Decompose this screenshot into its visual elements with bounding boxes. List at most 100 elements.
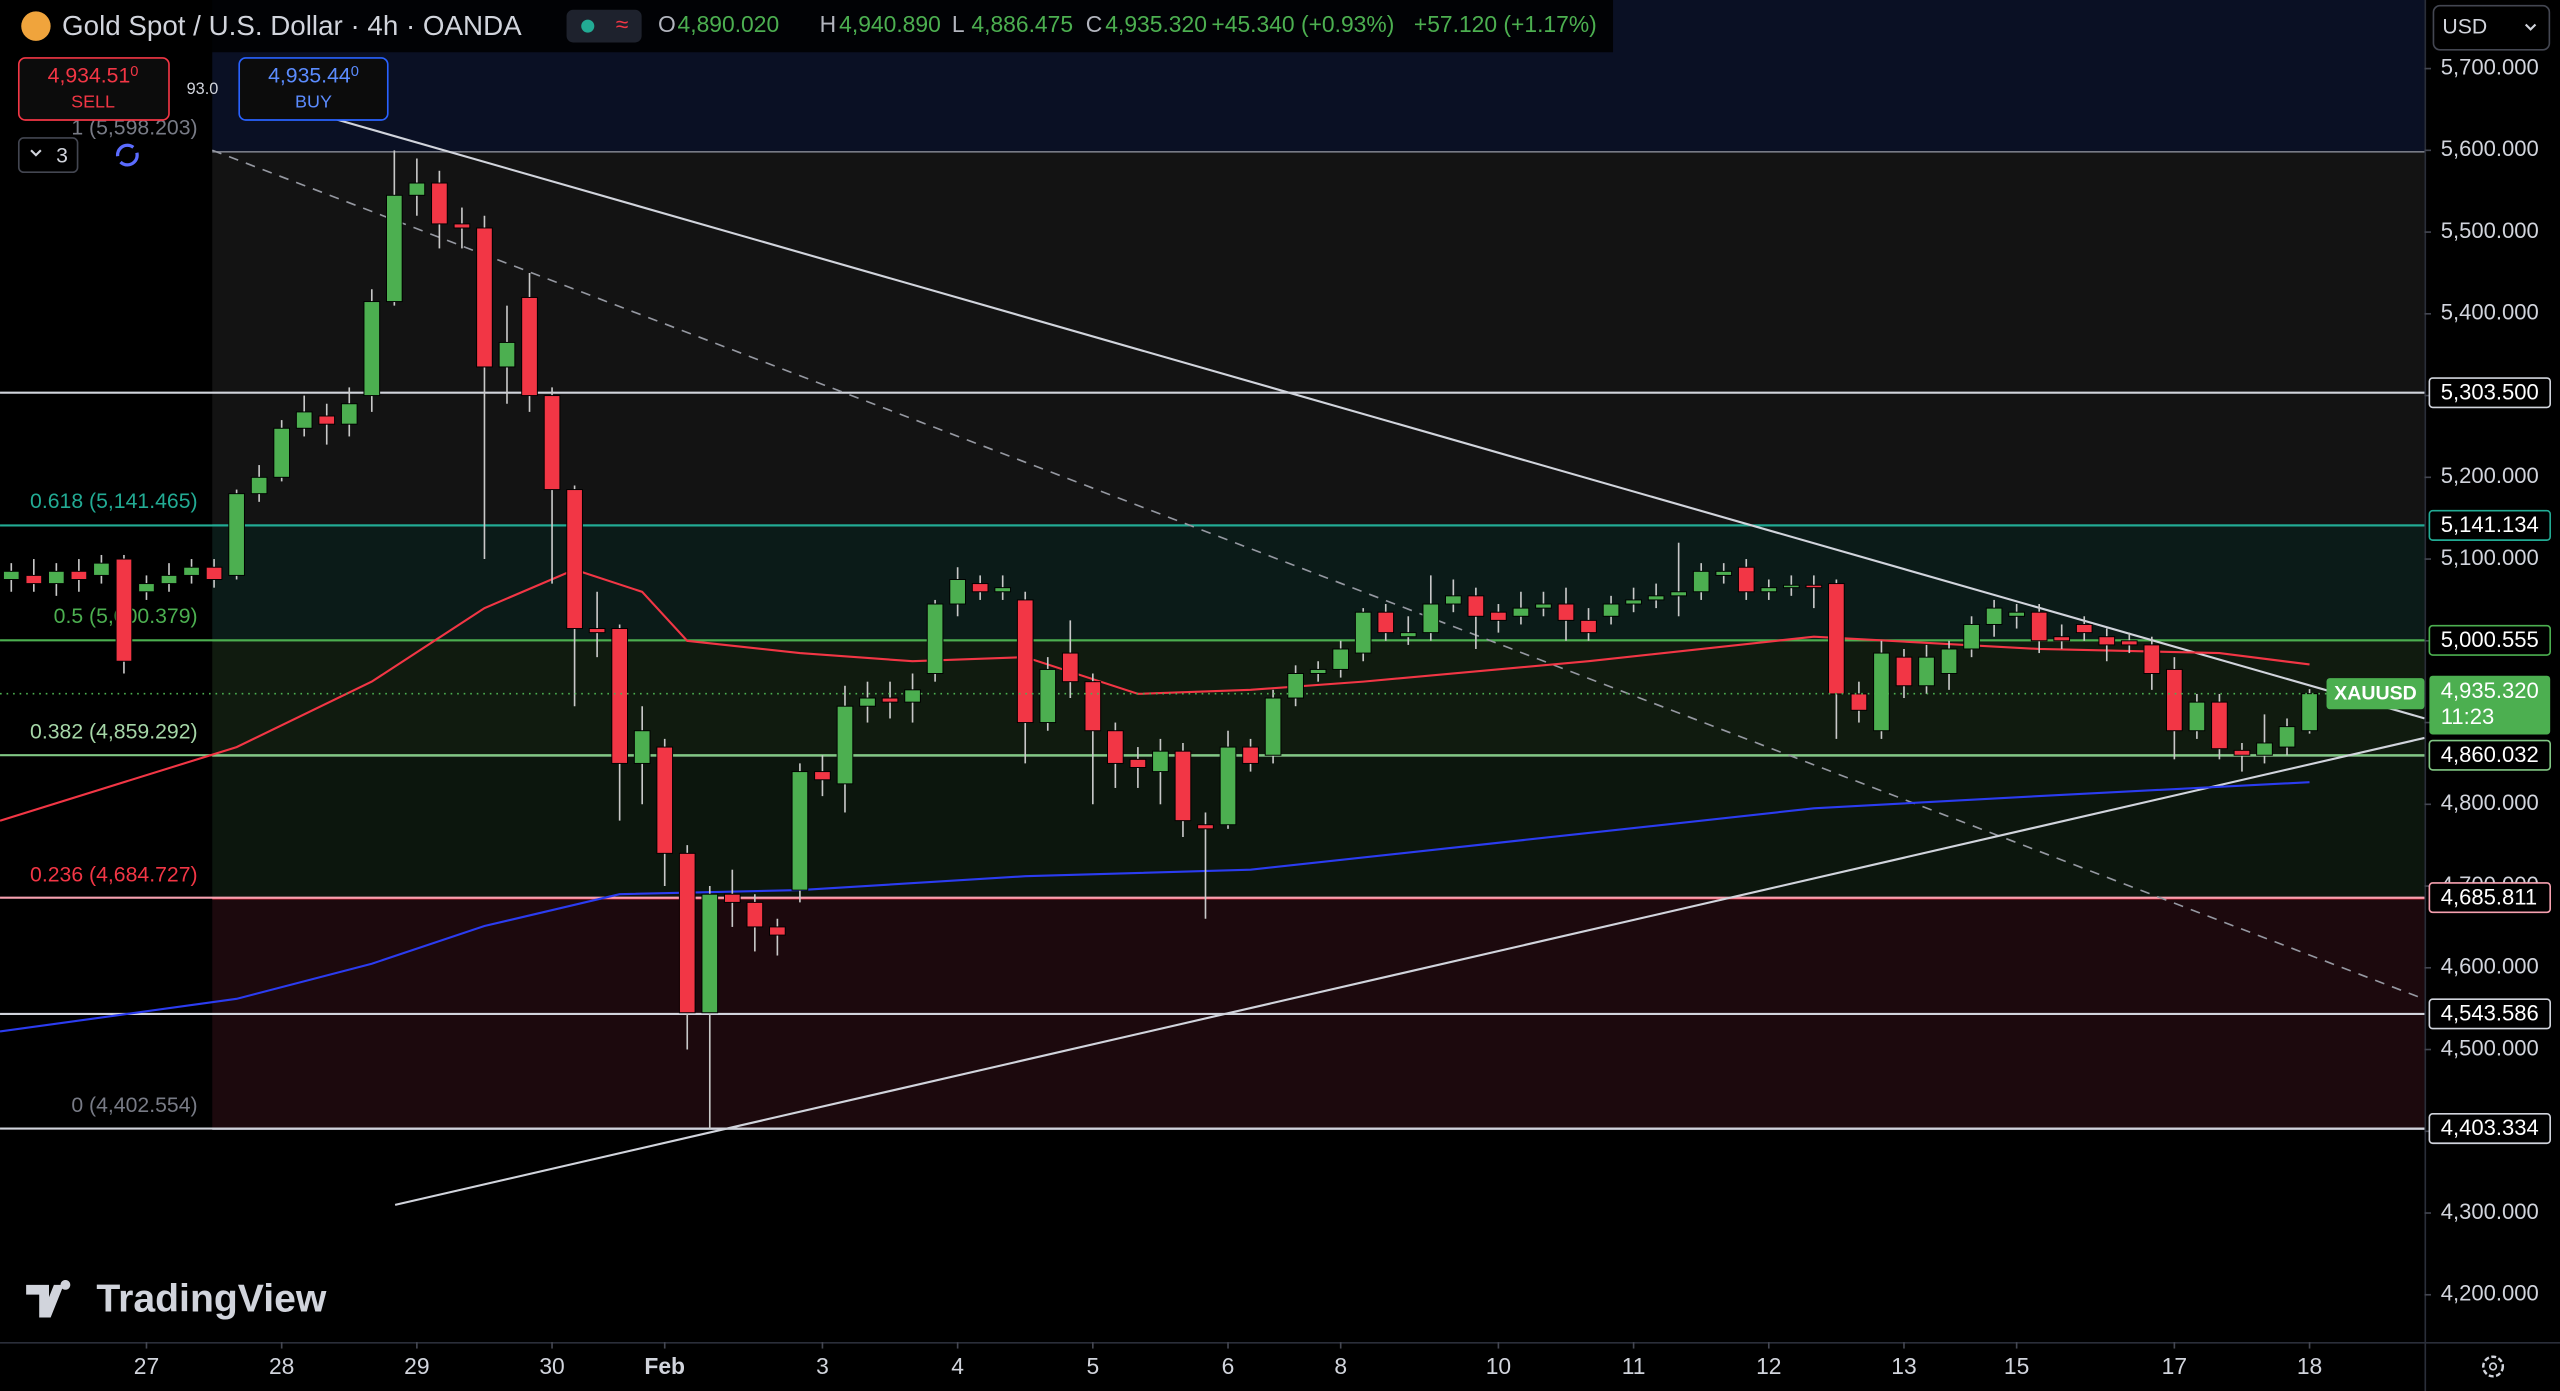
candle: [1715, 563, 1733, 584]
candle-body: [48, 570, 65, 585]
symbol-title: Gold Spot / U.S. Dollar · 4h · OANDA: [62, 10, 522, 41]
y-tick-label: 4,500.000: [2441, 1035, 2539, 1060]
sell-button[interactable]: 4,934.510 SELL: [17, 57, 170, 121]
candle: [2278, 718, 2296, 756]
sync-icon[interactable]: [115, 143, 139, 167]
fib-label: 0 (4,402.554): [71, 1094, 197, 1117]
change-ext: +57.120 (+1.17%): [1414, 11, 1597, 37]
candle-body: [1354, 611, 1372, 654]
candle: [93, 554, 110, 584]
buy-button[interactable]: 4,935.440 BUY: [238, 57, 389, 121]
ohlc-value: 4,935.320: [1105, 11, 1207, 37]
sell-price-sup: 0: [130, 64, 138, 80]
candle: [1940, 640, 1958, 690]
candle: [1174, 742, 1192, 837]
candle: [1084, 673, 1102, 805]
candle-body: [1512, 607, 1530, 617]
candle: [1895, 648, 1913, 699]
candle: [746, 894, 764, 952]
candle-body: [1715, 570, 1733, 576]
buy-box: [238, 57, 389, 121]
candle-body: [2120, 640, 2138, 646]
candle: [926, 599, 944, 682]
watermark-text: TradingView: [96, 1278, 327, 1321]
y-tick-label: 5,600.000: [2441, 136, 2539, 161]
candle: [814, 755, 831, 797]
candle-body: [1287, 673, 1304, 699]
candle-body: [2098, 636, 2116, 646]
candle-body: [791, 771, 809, 891]
price-axis: 4,200.0004,300.0004,400.0004,500.0004,60…: [2424, 54, 2552, 1306]
candle: [1490, 604, 1507, 633]
level-tag: [2428, 998, 2552, 1030]
market-status: [581, 19, 595, 33]
sell-label: SELL: [71, 92, 115, 112]
x-tick-label: 30: [539, 1353, 564, 1379]
candle: [2075, 616, 2093, 641]
x-tick-label: 15: [2004, 1353, 2029, 1379]
candle-body: [1895, 656, 1913, 687]
candle: [701, 886, 719, 1129]
candle: [1850, 681, 1868, 723]
candle: [1625, 587, 1642, 613]
candle-body: [1264, 697, 1282, 756]
fib-label: 0.618 (5,141.465): [30, 490, 198, 513]
candle-body: [1625, 599, 1642, 605]
level-tag-text: 5,303.500: [2441, 379, 2539, 404]
candle: [521, 272, 538, 412]
candle: [295, 395, 313, 437]
x-tick-label: 13: [1891, 1353, 1916, 1379]
candle: [633, 706, 651, 805]
candle-body: [949, 579, 966, 605]
candle-body: [994, 587, 1012, 593]
candle: [949, 567, 966, 617]
overlay: XAUUSD: [0, 678, 2425, 710]
candle: [1264, 689, 1282, 764]
candle-body: [1692, 570, 1710, 593]
x-tick-label: 8: [1334, 1353, 1347, 1379]
candle: [2008, 604, 2025, 629]
symbol-icon: [21, 11, 51, 41]
level-tag-text: 4,860.032: [2441, 742, 2539, 767]
candle: [2166, 657, 2183, 760]
candle-body: [2188, 701, 2206, 732]
candle: [386, 150, 403, 306]
candle-body: [566, 489, 583, 630]
level-tag-text: 5,141.134: [2441, 512, 2539, 537]
candle: [1580, 608, 1597, 641]
candle-body: [1940, 648, 1958, 674]
candle-body: [1670, 591, 1687, 597]
candle-body: [295, 411, 313, 429]
candle: [836, 685, 854, 813]
y-tick-label: 5,100.000: [2441, 545, 2539, 570]
indicator-toggle[interactable]: 3: [17, 137, 79, 174]
candle: [2188, 693, 2206, 739]
candle-body: [93, 562, 110, 576]
symbol-tag-text: XAUUSD: [2334, 683, 2417, 705]
candle: [1332, 640, 1350, 678]
candle: [769, 918, 786, 956]
currency-select[interactable]: USD: [2432, 4, 2551, 51]
candle-body: [1422, 603, 1440, 634]
candle-body: [836, 705, 854, 785]
candle-body: [453, 223, 471, 229]
moving-averages: [0, 568, 2310, 1033]
x-tick-label: 18: [2297, 1353, 2322, 1379]
candle: [2030, 604, 2048, 654]
header-bg: [0, 0, 1614, 53]
candle: [611, 624, 628, 821]
currency: USD: [2442, 15, 2487, 38]
candle-body: [1805, 584, 1823, 589]
x-tick-label: 10: [1486, 1353, 1511, 1379]
candle-body: [1737, 566, 1755, 593]
candle-body: [881, 697, 899, 703]
fib-zone: [212, 151, 2425, 526]
x-tick-label: 12: [1756, 1353, 1781, 1379]
candle: [1557, 587, 1575, 641]
settings-button[interactable]: [2482, 1355, 2505, 1378]
fib-label: 0.236 (4,684.727): [30, 863, 198, 886]
candle: [588, 591, 606, 658]
candle: [138, 575, 155, 600]
level-tag-text: 4,403.334: [2441, 1115, 2539, 1140]
